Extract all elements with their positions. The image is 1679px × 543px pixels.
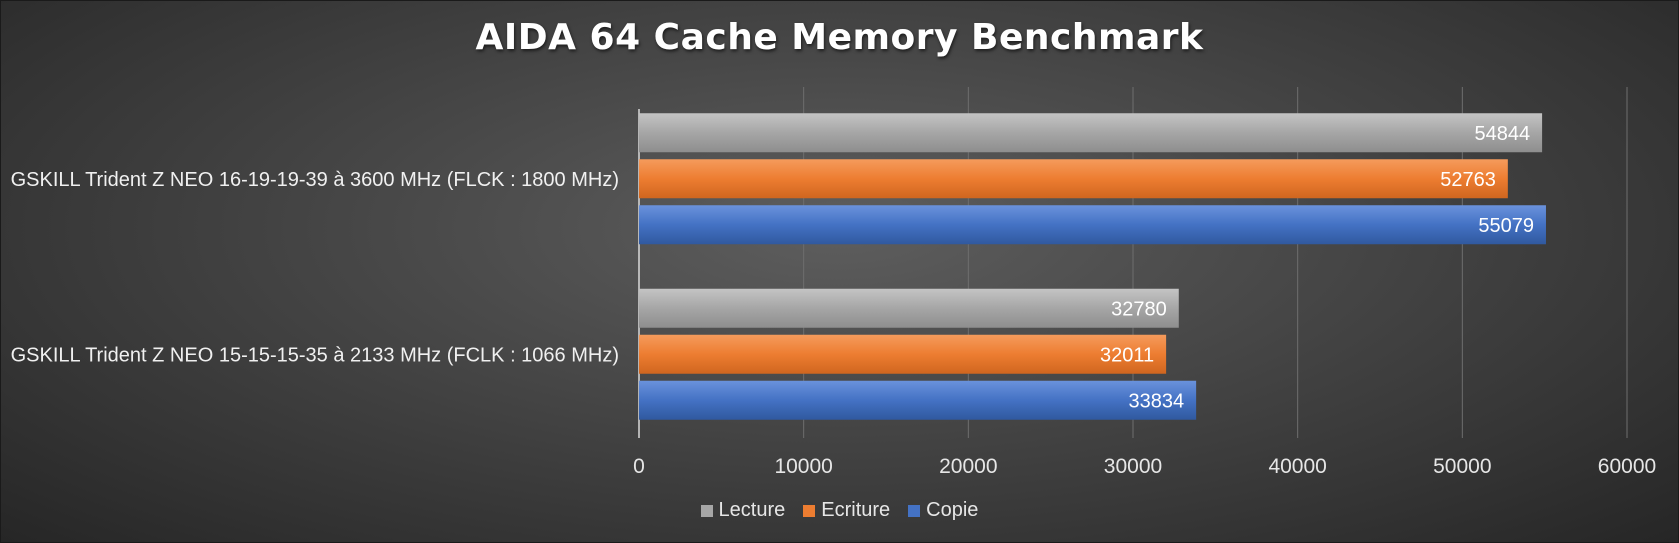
x-tick-label: 50000 xyxy=(1433,455,1491,478)
bar-copie xyxy=(639,380,1197,420)
x-tick-label: 20000 xyxy=(939,455,997,478)
legend-label: Ecriture xyxy=(821,499,891,521)
legend-swatch xyxy=(908,504,921,517)
data-label: 32780 xyxy=(1111,298,1167,320)
bar-lecture xyxy=(639,113,1543,153)
x-tick-label: 40000 xyxy=(1268,455,1326,478)
bar-lecture xyxy=(639,288,1179,328)
x-tick-label: 60000 xyxy=(1598,455,1656,478)
data-label: 55079 xyxy=(1478,215,1534,237)
legend-swatch xyxy=(803,504,816,517)
category-label: GSKILL Trident Z NEO 15-15-15-35 à 2133 … xyxy=(11,344,619,366)
legend-swatch xyxy=(700,504,713,517)
legend-label: Copie xyxy=(926,499,979,521)
bar-ecriture xyxy=(639,334,1167,374)
legend: Lecture Ecriture Copie xyxy=(1,499,1678,522)
legend-item-copie: Copie xyxy=(908,499,978,522)
chart-title: AIDA 64 Cache Memory Benchmark xyxy=(475,17,1204,58)
data-label: 33834 xyxy=(1129,390,1185,412)
data-label: 32011 xyxy=(1100,344,1154,366)
data-label: 54844 xyxy=(1474,123,1530,145)
legend-label: Lecture xyxy=(718,499,786,521)
category-label: GSKILL Trident Z NEO 16-19-19-39 à 3600 … xyxy=(11,169,619,191)
legend-item-ecriture: Ecriture xyxy=(803,499,890,522)
x-tick-label: 30000 xyxy=(1104,455,1162,478)
x-tick-label: 0 xyxy=(633,455,645,478)
legend-item-lecture: Lecture xyxy=(700,499,786,522)
x-tick-label: 10000 xyxy=(774,455,832,478)
bar-ecriture xyxy=(639,159,1508,199)
bar-copie xyxy=(639,205,1546,245)
data-label: 52763 xyxy=(1440,169,1496,191)
